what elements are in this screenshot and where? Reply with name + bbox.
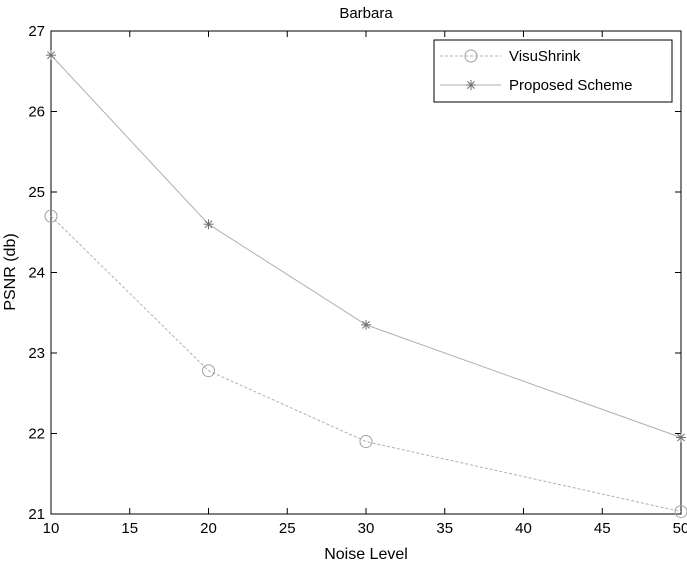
plot-area bbox=[50, 30, 682, 515]
legend-star-glyph bbox=[466, 80, 476, 90]
y-tick-label: 24 bbox=[28, 265, 45, 282]
data-point-circle bbox=[202, 364, 215, 378]
legend: VisuShrink Proposed Scheme bbox=[433, 39, 673, 103]
x-tick-label: 20 bbox=[200, 520, 217, 537]
series-line-visushrink bbox=[50, 215, 682, 513]
y-axis-ticks: 21 22 23 24 25 26 27 bbox=[28, 23, 681, 523]
x-tick-label: 10 bbox=[43, 520, 60, 537]
data-point-star bbox=[46, 50, 56, 61]
x-tick-label: 40 bbox=[515, 520, 532, 537]
x-axis-ticks: 10 15 20 25 30 35 40 45 50 bbox=[43, 31, 687, 537]
y-axis-label: PSNR (db) bbox=[2, 233, 19, 310]
series-line-proposed-scheme bbox=[50, 54, 682, 438]
data-point-circle bbox=[359, 435, 373, 449]
data-point-star bbox=[676, 432, 686, 443]
y-tick-label: 22 bbox=[28, 426, 45, 443]
series-layer bbox=[44, 50, 687, 519]
y-tick-label: 21 bbox=[28, 506, 45, 523]
chart-title: Barbara bbox=[339, 5, 393, 22]
x-tick-label: 50 bbox=[673, 520, 687, 537]
y-tick-label: 26 bbox=[28, 104, 45, 121]
x-tick-label: 45 bbox=[594, 520, 611, 537]
data-point-star bbox=[203, 219, 214, 230]
x-tick-label: 25 bbox=[279, 520, 296, 537]
y-tick-label: 23 bbox=[28, 345, 45, 362]
x-axis-label: Noise Level bbox=[324, 546, 408, 563]
legend-marker-visushrink bbox=[464, 49, 478, 63]
legend-label-proposed-scheme: Proposed Scheme bbox=[509, 77, 632, 94]
legend-marker-proposed-scheme bbox=[466, 80, 476, 90]
x-tick-label: 15 bbox=[121, 520, 138, 537]
y-tick-label: 25 bbox=[28, 184, 45, 201]
data-point-star bbox=[361, 319, 371, 330]
x-tick-label: 35 bbox=[436, 520, 453, 537]
y-tick-label: 27 bbox=[28, 23, 45, 40]
data-point-circle bbox=[44, 209, 58, 223]
x-tick-label: 30 bbox=[358, 520, 375, 537]
data-point-circle bbox=[674, 505, 687, 519]
legend-label-visushrink: VisuShrink bbox=[509, 48, 581, 65]
